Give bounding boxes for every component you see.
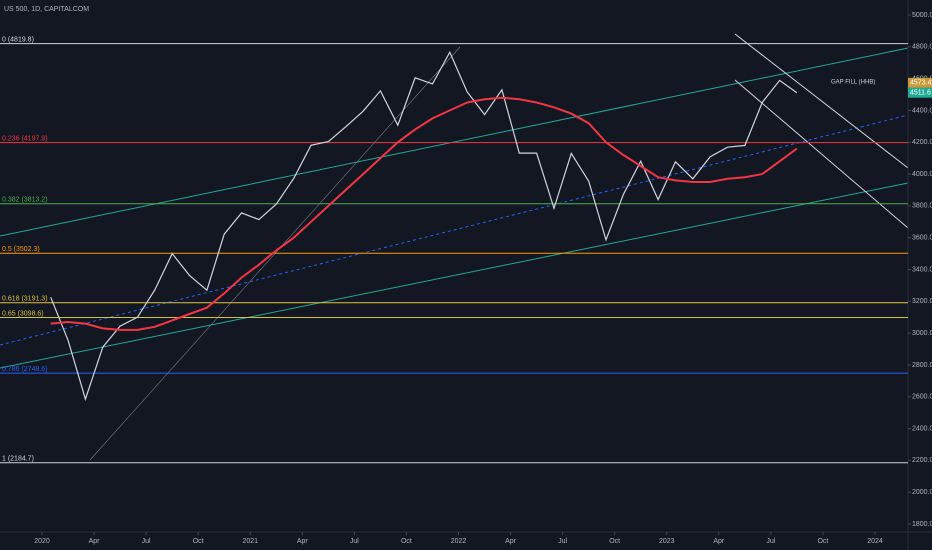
x-tick-label: Oct	[817, 538, 828, 545]
fib-label: 0.618 (3191.3)	[2, 296, 48, 303]
y-tick-label: 2800.0	[912, 362, 932, 369]
x-tick-label: Jul	[558, 538, 567, 545]
fib-label: 0.786 (2748.6)	[2, 366, 48, 373]
ma-line	[50, 96, 798, 331]
x-tick-label: 2022	[451, 538, 467, 545]
price-label-box	[908, 87, 932, 98]
channel-line	[0, 47, 909, 237]
x-tick-label: Oct	[609, 538, 620, 545]
x-tick-label: 2021	[242, 538, 258, 545]
annotation: GAP FILL (HHB)	[831, 80, 875, 86]
y-tick-label: 2400.0	[912, 425, 932, 432]
x-tick-label: Jul	[142, 538, 151, 545]
y-tick-label: 3600.0	[912, 235, 932, 242]
x-tick-label: 2023	[659, 538, 675, 545]
x-tick-label: Apr	[713, 538, 725, 545]
channel-line	[0, 182, 909, 369]
x-tick-label: Jul	[350, 538, 359, 545]
y-tick-label: 1800.0	[912, 521, 932, 528]
price-label-box	[908, 77, 932, 88]
y-tick-label: 4000.0	[912, 171, 932, 178]
chart-title: US 500, 1D, CAPITALCOM	[4, 6, 89, 13]
x-tick-label: 2024	[867, 538, 883, 545]
x-tick-label: Apr	[297, 538, 309, 545]
down-channel	[734, 33, 909, 169]
fib-label: 0.5 (3502.3)	[2, 246, 40, 253]
x-tick-label: Oct	[401, 538, 412, 545]
y-tick-label: 2200.0	[912, 457, 932, 464]
y-tick-label: 3000.0	[912, 330, 932, 337]
fib-label: 0.236 (4197.9)	[2, 135, 48, 142]
x-tick-label: Apr	[505, 538, 517, 545]
y-tick-label: 3400.0	[912, 266, 932, 273]
y-tick-label: 4200.0	[912, 139, 932, 146]
fib-label: 0.65 (3098.6)	[2, 310, 44, 317]
fib-label: 0 (4819.8)	[2, 37, 34, 44]
price-line	[50, 50, 798, 402]
y-tick-label: 4400.0	[912, 107, 932, 114]
y-tick-label: 2600.0	[912, 394, 932, 401]
price-label: 4511.6	[910, 90, 931, 97]
fib-label: 0.382 (3813.2)	[2, 197, 48, 204]
y-tick-label: 3800.0	[912, 203, 932, 210]
x-tick-label: Apr	[89, 538, 101, 545]
y-tick-label: 5000.0	[912, 12, 932, 19]
fib-label: 1 (2184.7)	[2, 456, 34, 463]
y-tick-label: 4800.0	[912, 44, 932, 51]
y-tick-label: 3200.0	[912, 298, 932, 305]
price-label: 4573.4	[910, 80, 932, 87]
y-tick-label: 2000.0	[912, 489, 932, 496]
x-tick-label: Oct	[193, 538, 204, 545]
x-tick-label: 2020	[34, 538, 50, 545]
x-tick-label: Jul	[766, 538, 775, 545]
midline	[0, 114, 909, 346]
